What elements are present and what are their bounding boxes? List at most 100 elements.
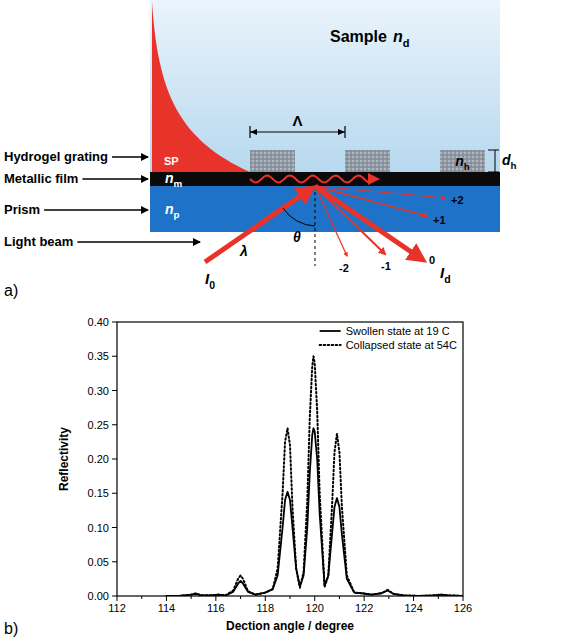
legend-label: Collapsed state at 54C [346,339,457,351]
period-heads [250,129,345,135]
legend-label: Swollen state at 19 C [346,325,450,337]
prism-index: np [165,201,180,220]
thickness-tick [488,172,499,173]
x-tick-label: 116 [207,602,225,614]
y-tick [112,493,117,494]
x-tick [166,596,167,601]
x-tick [215,596,216,601]
y-tick-label: 0.10 [88,522,109,534]
plot-frame [117,322,463,596]
plasmon-wave-head [368,173,380,185]
surface-plasmon-field [152,2,250,172]
x-tick-label: 120 [306,602,324,614]
period-line [250,131,345,132]
angle-arc [283,208,315,226]
prism-index-sub: p [174,209,180,220]
series-line [166,356,463,596]
x-minor-tick [438,596,439,599]
x-minor-tick [141,596,142,599]
order-label: -1 [381,260,391,272]
y-tick-label: 0.20 [88,453,109,465]
panel-label: a) [4,282,18,299]
period-label: Λ [292,112,302,129]
y-tick-label: 0.40 [88,316,109,328]
y-tick [112,356,117,357]
x-tick-label: 126 [454,602,472,614]
sample-sub: d [403,37,410,49]
order-label: 0 [429,254,435,266]
x-tick [364,596,365,601]
diffracted-beam [315,186,423,260]
y-tick-label: 0.00 [88,590,109,602]
diagram: SamplendSPΛdhnhnmnpHydrogel gratingMetal… [4,0,517,299]
sample-word: Sample [330,28,387,45]
incident-beam [205,188,312,262]
figure: SamplendSPΛdhnhnmnpHydrogel gratingMetal… [0,0,579,639]
y-axis-title: Reflectivity [57,427,71,491]
hydrogel-index-symbol: n [455,153,464,169]
diffracted-label-sub: d [444,273,450,285]
x-tick-label: 124 [404,602,422,614]
label-prism: Prism [4,202,40,217]
grating-ridge [345,150,390,172]
label-film: Metallic film [4,171,78,186]
y-tick-label: 0.15 [88,487,109,499]
y-tick [112,561,117,562]
diffracted-beam [315,186,347,256]
x-tick [117,596,118,601]
legend: Swollen state at 19 C Collapsed state at … [320,325,457,351]
grating-ridge [250,150,295,172]
y-tick [112,322,117,323]
x-tick [463,596,464,601]
x-tick [265,596,266,601]
legend-swatch [320,330,341,332]
label-arrow [77,241,200,242]
label-arrow [44,209,148,210]
x-tick [413,596,414,601]
x-minor-tick [290,596,291,599]
y-tick-label: 0.30 [88,385,109,397]
metal-index-symbol: n [165,170,174,186]
grating-ridge [440,150,485,172]
hydrogel-index: nh [455,153,470,172]
label-hydrogel: Hydrogel grating [4,149,108,164]
x-tick-label: 114 [158,602,176,614]
y-tick [112,527,117,528]
label-arrow [112,156,148,157]
thickness-label: dh [502,152,517,171]
x-tick [314,596,315,601]
series-line [166,428,463,596]
sp-label: SP [164,155,179,167]
series-group [166,356,463,596]
sample-label: Samplend [330,28,409,49]
incident-label-sub: 0 [209,279,215,291]
x-axis-title: Dection angle / degree [226,619,354,633]
incident-label: I0 [205,270,215,291]
x-minor-tick [339,596,340,599]
label-beam: Light beam [4,234,73,249]
order-label: -2 [339,262,349,274]
y-tick [112,390,117,391]
y-tick [112,596,117,597]
order-label: +2 [451,194,464,206]
panel-label: b) [4,620,18,637]
metal-index-sub: m [174,178,183,189]
metal-index: nm [165,170,183,189]
x-tick-label: 112 [108,602,126,614]
y-tick-label: 0.35 [88,350,109,362]
legend-swatch [320,344,341,346]
y-tick [112,459,117,460]
plasmon-wave [250,176,370,183]
angle-label: θ [293,229,301,245]
prism-index-symbol: n [165,201,174,217]
label-arrow [82,178,148,179]
y-tick-label: 0.25 [88,419,109,431]
y-tick [112,424,117,425]
x-tick-label: 122 [355,602,373,614]
sample-symbol: n [393,28,403,45]
y-tick-label: 0.05 [88,556,109,568]
x-tick-label: 118 [257,602,275,614]
sample-region [150,0,500,172]
x-minor-tick [240,596,241,599]
metallic-film [150,172,500,186]
